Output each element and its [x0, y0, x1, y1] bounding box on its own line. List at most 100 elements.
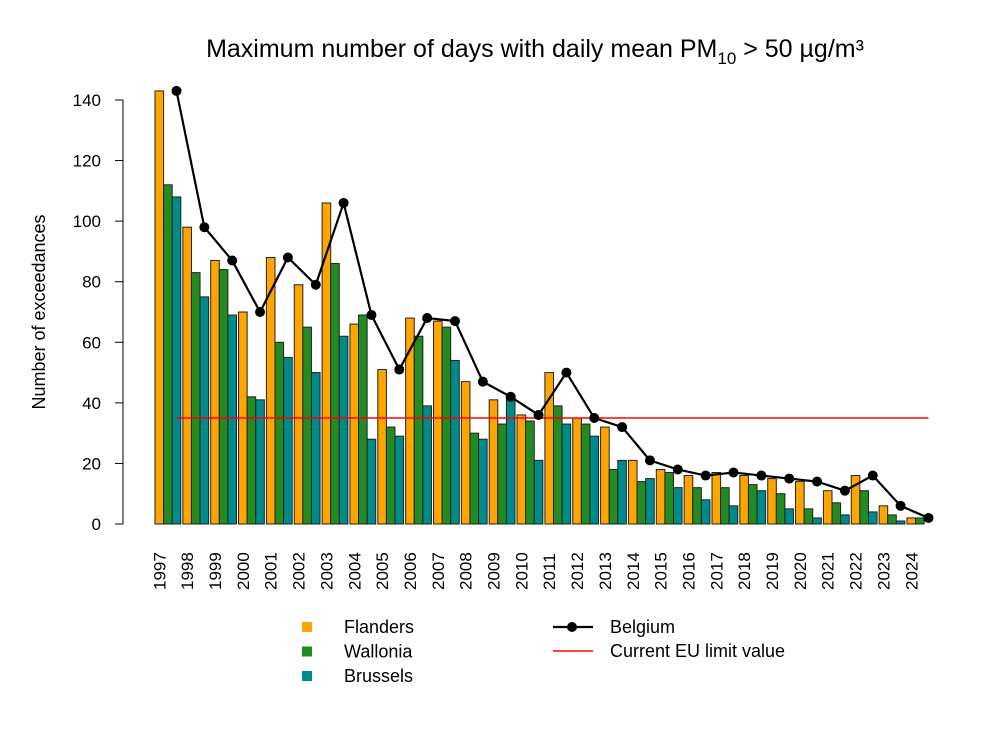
bar-wallonia-2016: [692, 487, 702, 525]
bar-brussels-2020: [812, 517, 822, 525]
bar-brussels-2006: [422, 405, 432, 525]
bar-brussels-2013: [617, 459, 627, 525]
x-axis-labels: 1997 1998 1999 2000 2001 2002 2003 2004 2005 2006…: [150, 552, 921, 590]
belgium-point-2005: [394, 364, 405, 375]
legend-label-brussels: Brussels: [344, 666, 413, 686]
bar-brussels-2016: [700, 499, 711, 525]
x-tick-label: 2021: [819, 552, 838, 590]
belgium-point-2018: [756, 470, 767, 481]
bar-brussels-2015: [673, 487, 683, 525]
bar-wallonia-2024: [915, 517, 925, 525]
x-tick-label: 2000: [234, 552, 253, 590]
legend-swatch-flanders: [302, 622, 312, 632]
bar-wallonia-2011: [553, 405, 563, 525]
bar-flanders-1999: [210, 260, 220, 525]
belgium-point-1997: [171, 85, 182, 96]
y-tick-label: 80: [82, 273, 101, 292]
x-tick-label: 2007: [429, 552, 448, 590]
x-tick-label: 1999: [206, 552, 225, 590]
bar-wallonia-2021: [831, 502, 842, 525]
belgium-point-1999: [227, 255, 238, 266]
bar-wallonia-1998: [190, 272, 201, 525]
x-tick-label: 2005: [373, 552, 392, 590]
bar-brussels-2023: [895, 520, 906, 525]
belgium-point-2013: [617, 422, 628, 433]
bar-wallonia-2010: [525, 420, 535, 525]
bar-wallonia-2023: [887, 514, 897, 525]
bar-brussels-2007: [450, 359, 460, 525]
belgium-point-2016: [700, 470, 711, 481]
bar-wallonia-2001: [274, 341, 285, 525]
bar-wallonia-1997: [163, 184, 173, 525]
bar-wallonia-2017: [720, 487, 730, 525]
bar-wallonia-2014: [636, 481, 647, 525]
bar-brussels-2014: [645, 478, 655, 525]
y-tick-label: 100: [73, 212, 101, 231]
bar-flanders-2012: [572, 417, 582, 525]
y-axis-label: Number of exceedances: [29, 214, 49, 409]
x-tick-label: 2004: [345, 552, 364, 590]
belgium-point-2011: [561, 367, 572, 378]
bar-brussels-1998: [199, 296, 210, 525]
bar-brussels-2017: [728, 505, 739, 525]
chart-title: Maximum number of days with daily mean P…: [206, 35, 864, 68]
belgium-point-2006: [422, 313, 433, 324]
bars: [154, 90, 925, 525]
bar-wallonia-2020: [803, 508, 814, 525]
x-tick-label: 1998: [178, 552, 197, 590]
x-tick-label: 2003: [317, 552, 336, 590]
belgium-point-2017: [728, 467, 739, 478]
bar-flanders-2020: [795, 481, 805, 525]
belgium-point-2012: [589, 413, 600, 423]
belgium-point-1998: [199, 222, 210, 233]
belgium-point-2001: [282, 252, 293, 263]
bar-brussels-2000: [255, 399, 265, 525]
belgium-point-2020: [812, 476, 823, 487]
legend: Flanders Wallonia Brussels Belgium Current E…: [302, 617, 785, 686]
x-tick-label: 2006: [401, 552, 420, 590]
legend-label-belgium: Belgium: [610, 617, 675, 637]
bar-brussels-2019: [784, 508, 795, 525]
x-tick-label: 2019: [763, 552, 782, 590]
x-tick-label: 2010: [512, 552, 531, 590]
bar-wallonia-2006: [413, 335, 424, 525]
x-tick-label: 2002: [290, 552, 309, 590]
y-tick-label: 60: [82, 333, 101, 352]
bar-flanders-2021: [822, 490, 833, 525]
belgium-line-path: [175, 90, 929, 519]
legend-swatch-wallonia: [302, 646, 312, 657]
bar-flanders-2016: [683, 475, 694, 525]
belgium-point-2002: [310, 279, 321, 290]
bar-wallonia-2004: [358, 314, 368, 525]
belgium-point-2010: [533, 409, 544, 420]
belgium-point-2021: [839, 485, 850, 496]
belgium-point-2023: [895, 500, 906, 511]
belgium-point-2022: [867, 470, 878, 481]
bar-flanders-1998: [182, 226, 192, 525]
bar-wallonia-2002: [302, 326, 312, 525]
x-tick-label: 2008: [457, 552, 476, 590]
bar-wallonia-2018: [747, 484, 758, 525]
bar-flanders-2013: [600, 426, 610, 525]
bar-flanders-2010: [516, 414, 527, 525]
x-tick-label: 2018: [735, 552, 754, 590]
legend-marker-belgium: [567, 622, 577, 632]
bar-wallonia-2022: [859, 490, 869, 525]
bar-flanders-2002: [293, 284, 304, 525]
bar-brussels-1999: [227, 314, 237, 525]
belgium-point-2000: [255, 307, 266, 317]
belgium-point-2024: [923, 512, 934, 523]
bar-wallonia-2009: [497, 423, 507, 525]
bar-wallonia-2008: [469, 432, 480, 525]
x-tick-label: 2009: [485, 552, 504, 590]
x-tick-label: 2013: [596, 552, 615, 590]
belgium-point-2019: [784, 473, 795, 484]
belgium-point-2009: [505, 391, 516, 402]
x-tick-label: 2023: [874, 552, 893, 590]
belgium-point-2007: [450, 316, 460, 327]
bar-brussels-2010: [533, 459, 544, 525]
bar-brussels-2018: [756, 490, 767, 525]
bar-flanders-2005: [377, 369, 387, 525]
y-tick-label: 0: [92, 515, 101, 534]
